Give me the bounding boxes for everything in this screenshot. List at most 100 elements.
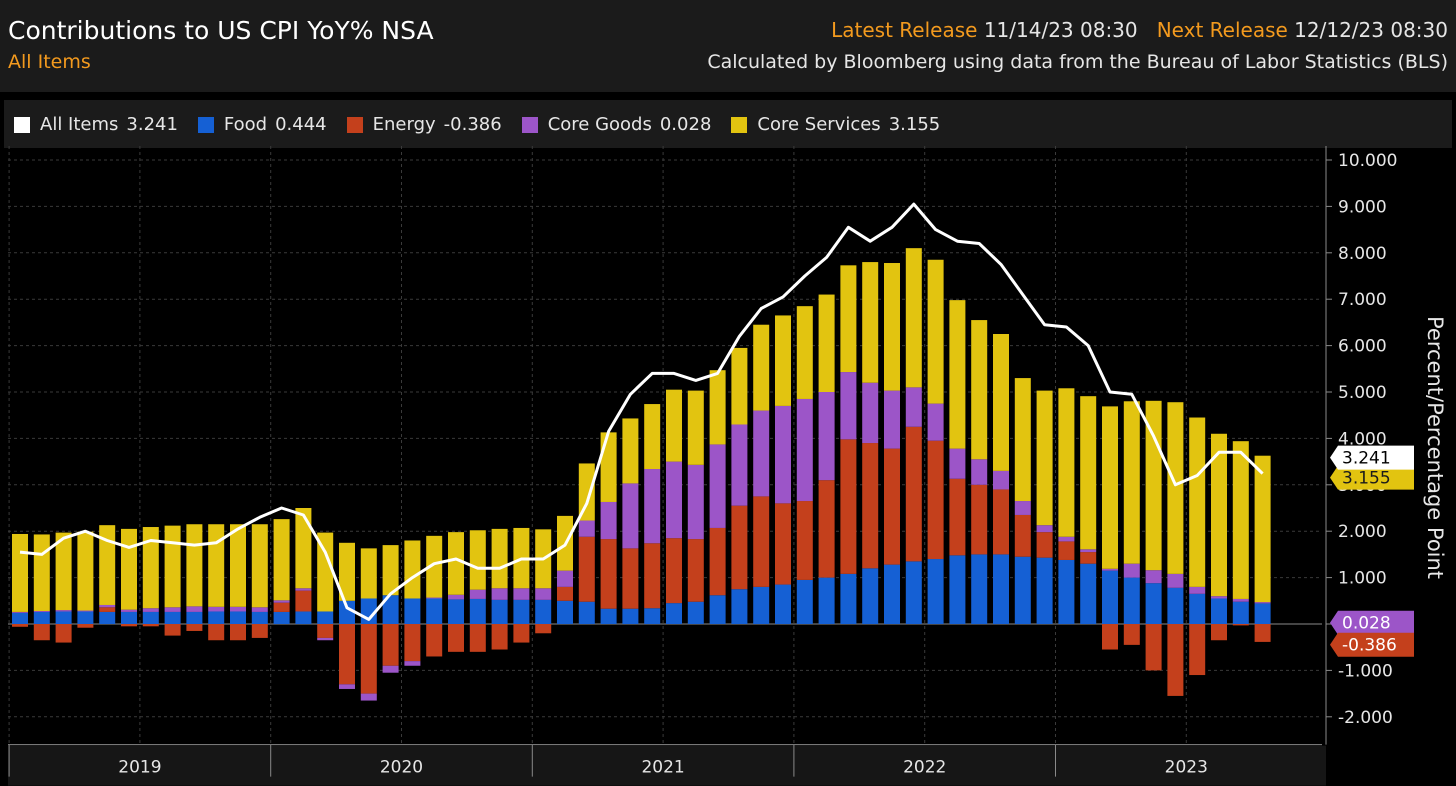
bar-food [971, 554, 988, 624]
bar-energy [186, 624, 203, 631]
bar-food [317, 611, 334, 624]
bar-core-services [1036, 390, 1053, 526]
latest-release-value: 11/14/23 08:30 [983, 18, 1138, 42]
bar-food [731, 589, 748, 624]
legend-item-core-services[interactable]: Core Services 3.155 [731, 114, 940, 135]
bar-energy [884, 448, 900, 565]
bar-food [884, 564, 900, 624]
bar-core-services [1167, 402, 1184, 574]
bar-core-goods [1189, 586, 1206, 594]
bar-energy [709, 527, 726, 596]
bar-energy [905, 426, 922, 562]
bar-energy [862, 443, 879, 569]
legend-value: -0.386 [443, 114, 502, 135]
legend-label: Food [223, 114, 268, 135]
bar-core-goods [557, 570, 573, 587]
legend-label: All Items [40, 114, 119, 135]
bar-core-services [360, 548, 377, 599]
bar-core-services [186, 524, 203, 607]
bar-core-services [578, 463, 595, 521]
bar-core-goods [644, 469, 661, 544]
legend-value: 3.155 [888, 114, 941, 135]
source-note: Calculated by Bloomberg using data from … [707, 51, 1448, 73]
bar-core-services [622, 418, 639, 484]
bar-food [273, 611, 290, 624]
bar-energy [121, 624, 137, 627]
bar-core-goods [993, 470, 1009, 490]
y-tick-label: 2.000 [1338, 522, 1387, 542]
bar-food [469, 598, 486, 624]
bar-core-goods [339, 684, 355, 689]
bar-core-goods [1232, 598, 1249, 602]
bar-food [230, 611, 246, 624]
bar-food [709, 595, 726, 624]
y-tick-label: 9.000 [1338, 197, 1387, 217]
bar-energy [600, 539, 617, 609]
bar-core-goods [796, 398, 813, 502]
bar-food [557, 600, 573, 624]
bar-core-services [687, 390, 704, 465]
bar-energy [1167, 624, 1184, 696]
legend-item-energy[interactable]: Energy -0.386 [346, 114, 502, 135]
bar-core-services [753, 324, 770, 411]
bar-core-goods [666, 461, 682, 539]
bar-food [687, 601, 704, 624]
x-year-label: 2023 [1165, 758, 1208, 778]
bar-food [55, 611, 72, 624]
bar-core-services [295, 508, 312, 589]
bar-food [775, 584, 791, 624]
bar-core-goods [448, 594, 464, 600]
bar-food [448, 599, 464, 624]
bar-food [491, 599, 508, 624]
legend-value: 0.028 [659, 114, 712, 135]
bar-core-goods [273, 600, 290, 603]
bar-food [622, 608, 639, 624]
bar-energy [164, 624, 181, 636]
bar-energy [360, 624, 377, 694]
legend-item-core-goods[interactable]: Core Goods 0.028 [521, 114, 712, 135]
bar-energy [1102, 624, 1118, 650]
bar-core-services [448, 532, 464, 595]
legend-item-food[interactable]: Food 0.444 [197, 114, 327, 135]
legend-label: Core Goods [547, 114, 652, 135]
legend: All Items 3.241 Food 0.444 Energy -0.386… [14, 114, 940, 135]
bar-energy [840, 439, 857, 574]
bar-food [404, 598, 421, 624]
bar-core-services [644, 404, 661, 470]
y-tick-label: 8.000 [1338, 244, 1387, 264]
bar-energy [404, 624, 421, 662]
bar-core-goods [1254, 602, 1271, 604]
bar-core-goods [862, 382, 879, 444]
bar-core-goods [469, 589, 486, 599]
y-tick-label: 6.000 [1338, 337, 1387, 357]
bar-core-goods [382, 665, 399, 673]
bar-energy [753, 496, 770, 587]
bar-food [1036, 557, 1053, 624]
bar-food [1123, 577, 1140, 624]
bar-energy [687, 539, 704, 602]
latest-release-label: Latest Release [831, 18, 978, 42]
bar-food [1189, 593, 1206, 624]
bar-food [1080, 563, 1097, 624]
bar-core-goods [208, 606, 225, 612]
bar-core-services [404, 540, 421, 599]
bar-core-goods [1145, 570, 1162, 584]
bar-energy [666, 538, 682, 604]
bar-core-services [1014, 378, 1031, 502]
bar-food [1102, 570, 1118, 624]
legend-item-all-items[interactable]: All Items 3.241 [14, 114, 178, 135]
legend-value: 0.444 [275, 114, 327, 135]
end-label-text: 0.028 [1342, 614, 1391, 634]
x-axis-band [8, 745, 1326, 786]
y-tick-label: 1.000 [1338, 569, 1387, 589]
end-label-text: 3.241 [1342, 449, 1391, 469]
bar-food [99, 611, 116, 624]
bar-core-goods [578, 520, 595, 537]
y-axis-title: Percent/Percentage Point [1423, 316, 1447, 579]
next-release-value: 12/12/23 08:30 [1294, 18, 1448, 42]
bar-core-services [1211, 433, 1227, 597]
bar-core-services [12, 533, 28, 612]
bar-core-goods [317, 637, 334, 641]
bar-food [578, 601, 595, 624]
bar-energy [339, 624, 355, 685]
